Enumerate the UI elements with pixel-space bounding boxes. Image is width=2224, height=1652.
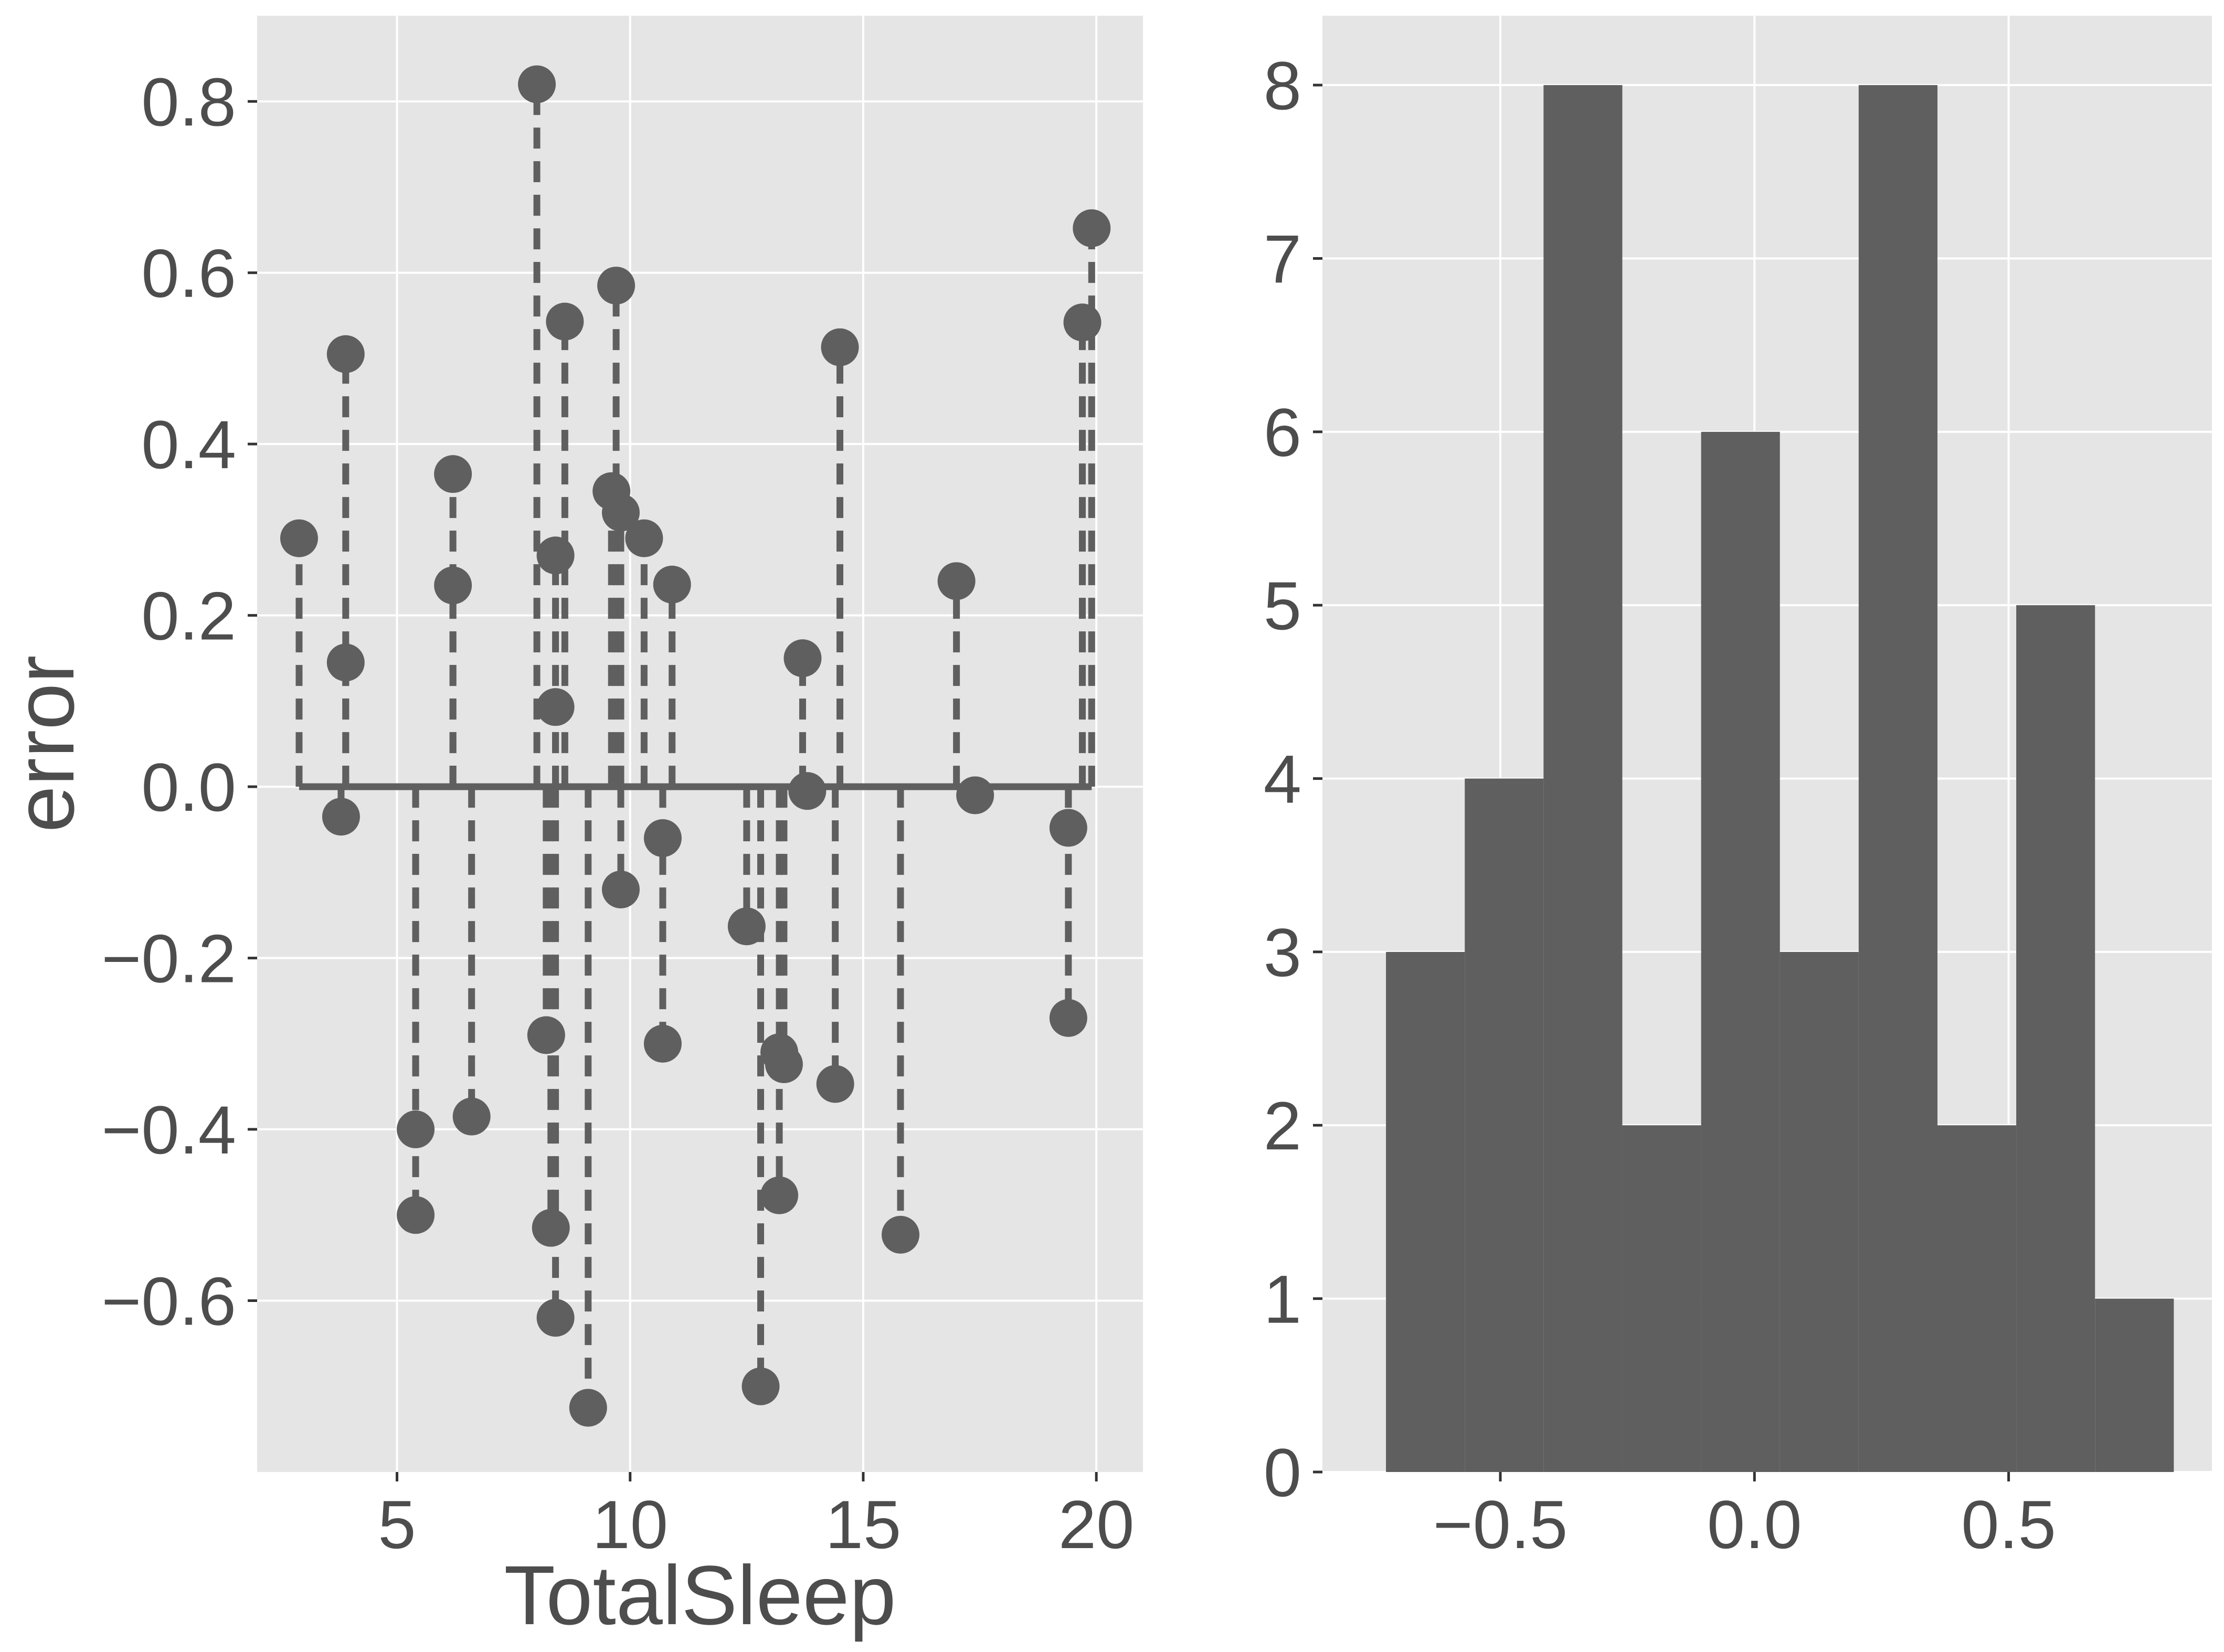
x-axis-ticks: 5 10 15 20 — [378, 1472, 1134, 1563]
residual-point — [937, 562, 976, 600]
residual-point — [788, 772, 827, 810]
histogram-bar — [1386, 951, 1465, 1472]
residual-point — [546, 302, 584, 341]
hist-y-tick-label: 4 — [1264, 741, 1301, 818]
residual-point — [397, 1110, 435, 1149]
y-tick-label: −0.2 — [101, 920, 236, 997]
residual-point — [821, 328, 859, 366]
residual-point — [816, 1065, 854, 1103]
residual-point — [1073, 209, 1111, 247]
hist-y-tick-label: 6 — [1264, 394, 1301, 471]
hist-y-tick-label: 1 — [1264, 1261, 1301, 1338]
residual-point — [601, 871, 640, 908]
hist-y-tick-label: 3 — [1264, 914, 1301, 991]
y-tick-label: 0.2 — [141, 578, 236, 654]
histogram-bar — [1543, 85, 1623, 1473]
histogram-bar — [1937, 1125, 2017, 1472]
residual-point — [643, 1024, 682, 1063]
residual-point — [653, 565, 691, 603]
residual-plot: 5 10 15 20 −0.6 −0.4 −0.2 0.0 0.2 0.4 0.6 0.8 Tota… — [0, 16, 1143, 1642]
residual-point — [625, 519, 663, 557]
residual-point — [536, 688, 575, 726]
y-tick-label: −0.6 — [101, 1263, 236, 1340]
residual-point — [569, 1389, 607, 1427]
residual-point — [783, 639, 822, 677]
x-tick-label: 20 — [1058, 1486, 1135, 1563]
y-tick-label: 0.8 — [141, 63, 236, 140]
residual-point — [597, 267, 636, 305]
hist-x-tick-label: 0.0 — [1707, 1486, 1802, 1563]
residual-point — [326, 335, 365, 373]
residual-point — [727, 907, 766, 946]
histogram-bar — [2095, 1298, 2174, 1472]
residual-histogram: −0.5 0.0 0.5 0 1 2 3 4 5 6 7 8 — [1264, 16, 2212, 1563]
residual-point — [536, 1299, 575, 1337]
hist-x-tick-label: 0.5 — [1961, 1486, 2056, 1563]
residual-plot-background — [257, 16, 1143, 1472]
residual-point — [326, 643, 365, 682]
y-axis-ticks: −0.6 −0.4 −0.2 0.0 0.2 0.4 0.6 0.8 — [101, 63, 257, 1340]
histogram-bar — [1780, 951, 1859, 1472]
x-tick-label: 5 — [378, 1486, 416, 1563]
histogram-y-axis-ticks: 0 1 2 3 4 5 6 7 8 — [1264, 47, 1322, 1511]
histogram-x-axis-ticks: −0.5 0.0 0.5 — [1433, 1472, 2056, 1563]
residual-point — [452, 1097, 491, 1136]
x-tick-label: 10 — [592, 1486, 668, 1563]
hist-x-tick-label: −0.5 — [1433, 1486, 1568, 1563]
y-tick-label: −0.4 — [101, 1092, 236, 1168]
residual-point — [956, 776, 994, 814]
residual-point — [760, 1176, 799, 1214]
residual-point — [1049, 809, 1087, 847]
y-tick-label: 0.0 — [141, 749, 236, 825]
x-axis-title: TotalSleep — [504, 1548, 896, 1642]
hist-y-tick-label: 2 — [1264, 1087, 1301, 1164]
residual-points — [280, 65, 1111, 1427]
y-tick-label: 0.4 — [141, 406, 236, 483]
residual-point — [527, 1016, 565, 1054]
residual-point — [434, 455, 472, 493]
hist-y-tick-label: 8 — [1264, 47, 1301, 124]
hist-y-tick-label: 7 — [1264, 221, 1301, 298]
histogram-bar — [1465, 778, 1544, 1472]
residual-point — [601, 493, 640, 532]
histogram-bar — [1858, 85, 1937, 1473]
histogram-bars — [1386, 85, 2174, 1473]
residual-point — [322, 798, 360, 836]
residual-point — [280, 519, 318, 557]
residual-point — [518, 65, 556, 103]
x-tick-label: 15 — [825, 1486, 902, 1563]
histogram-bar — [1701, 431, 1780, 1472]
residual-point — [397, 1196, 435, 1234]
residual-point — [532, 1209, 570, 1247]
residual-point — [1063, 303, 1102, 342]
y-axis-title: error — [0, 655, 91, 833]
residual-point — [1049, 999, 1087, 1037]
residual-point — [882, 1215, 920, 1254]
histogram-bar — [1622, 1125, 1701, 1472]
residual-point — [434, 566, 472, 605]
hist-y-tick-label: 0 — [1264, 1434, 1301, 1511]
residual-point — [765, 1045, 803, 1083]
histogram-bar — [2016, 605, 2095, 1472]
residual-point — [742, 1367, 780, 1405]
y-tick-label: 0.6 — [141, 235, 236, 312]
residual-point — [643, 819, 682, 857]
residual-point — [536, 536, 575, 575]
hist-y-tick-label: 5 — [1264, 567, 1301, 644]
